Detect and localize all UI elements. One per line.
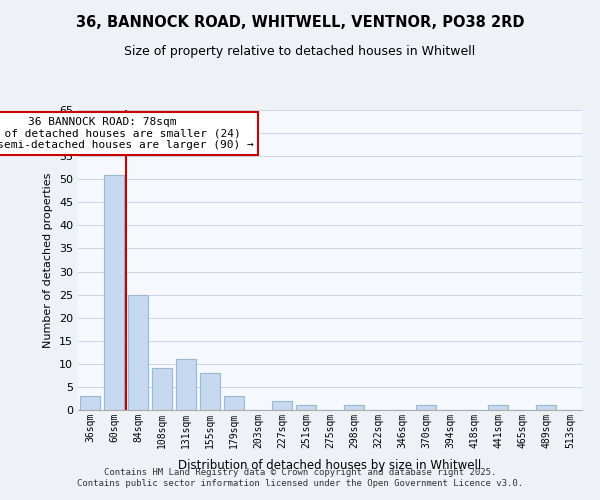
Bar xyxy=(272,401,292,410)
Bar xyxy=(80,396,100,410)
Y-axis label: Number of detached properties: Number of detached properties xyxy=(43,172,53,348)
Bar xyxy=(296,406,316,410)
Text: Contains HM Land Registry data © Crown copyright and database right 2025.
Contai: Contains HM Land Registry data © Crown c… xyxy=(77,468,523,487)
Bar xyxy=(176,359,196,410)
Text: 36, BANNOCK ROAD, WHITWELL, VENTNOR, PO38 2RD: 36, BANNOCK ROAD, WHITWELL, VENTNOR, PO3… xyxy=(76,15,524,30)
Bar xyxy=(104,174,124,410)
Text: 36 BANNOCK ROAD: 78sqm
← 21% of detached houses are smaller (24)
78% of semi-det: 36 BANNOCK ROAD: 78sqm ← 21% of detached… xyxy=(0,117,254,150)
Bar xyxy=(224,396,244,410)
Bar xyxy=(152,368,172,410)
Bar xyxy=(128,294,148,410)
Text: Size of property relative to detached houses in Whitwell: Size of property relative to detached ho… xyxy=(124,45,476,58)
Bar xyxy=(416,406,436,410)
X-axis label: Distribution of detached houses by size in Whitwell: Distribution of detached houses by size … xyxy=(178,459,482,472)
Bar xyxy=(536,406,556,410)
Bar xyxy=(488,406,508,410)
Bar xyxy=(344,406,364,410)
Bar xyxy=(200,373,220,410)
